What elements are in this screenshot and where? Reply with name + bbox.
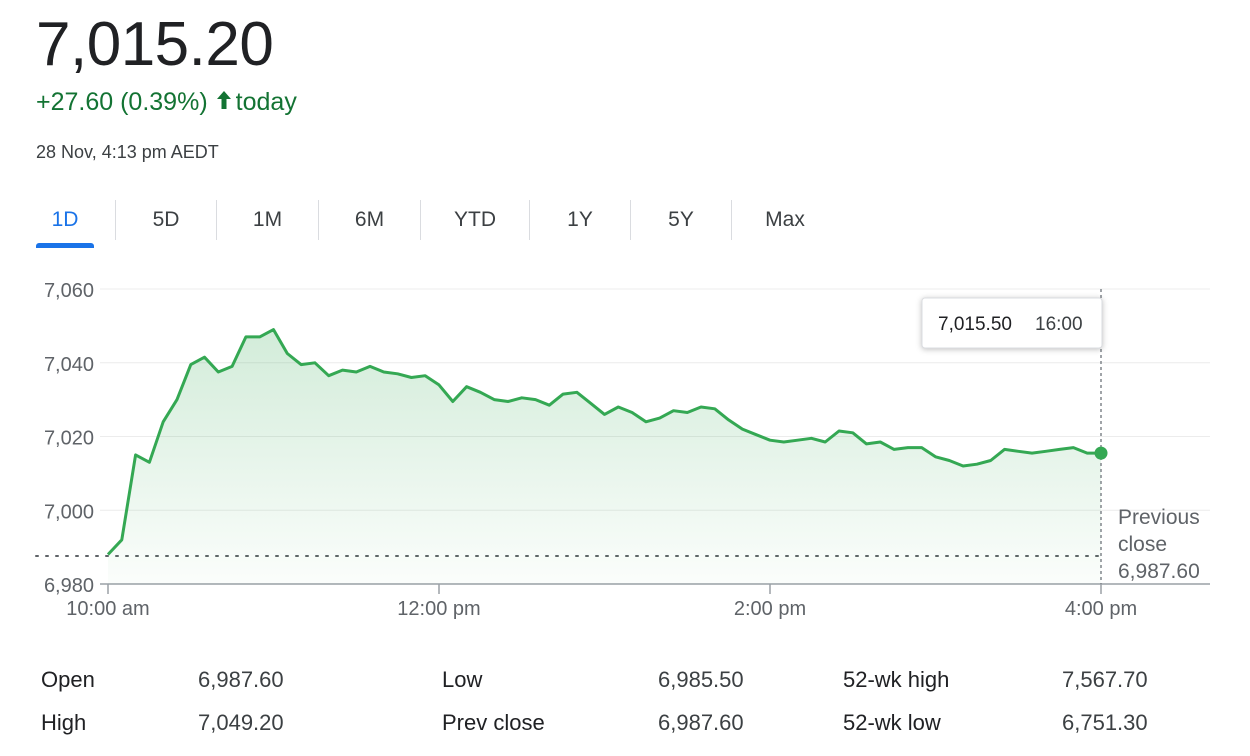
y-tick-label: 7,040 — [44, 354, 94, 376]
key-stats: Open 6,987.60 Low 6,985.50 52-wk high 7,… — [0, 660, 1250, 756]
tab-divider — [630, 200, 631, 240]
stat-low-label: Low — [442, 667, 483, 692]
y-tick-label: 7,020 — [44, 428, 94, 450]
change-period: today — [235, 88, 297, 116]
stat-prev-close-label: Prev close — [442, 710, 545, 735]
tab-6m[interactable]: 6M — [354, 208, 385, 231]
x-tick-label: 4:00 pm — [1065, 598, 1137, 620]
tooltip-value: 7,015.50 — [938, 314, 1012, 335]
tab-1m[interactable]: 1M — [252, 208, 283, 231]
tab-divider — [731, 200, 732, 240]
current-point-marker — [1094, 446, 1108, 460]
range-tabs: 1D 5D 1M 6M YTD 1Y 5Y Max — [36, 198, 838, 248]
tab-5y[interactable]: 5Y — [668, 208, 694, 231]
tab-divider — [318, 200, 319, 240]
arrow-up-icon — [216, 86, 232, 118]
stat-low-value: 6,985.50 — [658, 667, 744, 692]
tab-max[interactable]: Max — [765, 208, 805, 231]
stat-52wk-high-value: 7,567.70 — [1062, 667, 1148, 692]
tooltip-time: 16:00 — [1035, 314, 1083, 335]
change-value: +27.60 (0.39%) — [36, 88, 208, 116]
x-tick-label: 2:00 pm — [734, 598, 806, 620]
stat-prev-close-value: 6,987.60 — [658, 710, 744, 735]
x-tick-label: 10:00 am — [66, 598, 149, 620]
quote-timestamp: 28 Nov, 4:13 pm AEDT — [36, 142, 219, 162]
tab-1d[interactable]: 1D — [36, 198, 94, 248]
stat-52wk-high-label: 52-wk high — [843, 667, 950, 692]
stat-open-label: Open — [41, 667, 95, 692]
price-tooltip — [921, 297, 1103, 349]
stat-52wk-low-value: 6,751.30 — [1062, 710, 1148, 735]
current-price: 7,015.20 — [36, 10, 274, 79]
stat-high-value: 7,049.20 — [198, 710, 284, 735]
tab-divider — [529, 200, 530, 240]
price-change: +27.60 (0.39%) today — [36, 86, 297, 118]
previous-close-label-line2: close — [1118, 533, 1167, 556]
tab-ytd[interactable]: YTD — [454, 208, 496, 231]
price-area — [108, 329, 1101, 584]
y-tick-label: 7,000 — [44, 501, 94, 523]
previous-close-label: Previous close 6,987.60 — [1118, 506, 1200, 583]
y-tick-label: 6,980 — [44, 575, 94, 597]
tab-divider — [216, 200, 217, 240]
previous-close-value: 6,987.60 — [1118, 560, 1200, 583]
price-chart[interactable]: 7,060 7,040 7,020 7,000 6,980 10:00 am 12:00 … — [0, 270, 1250, 630]
stat-52wk-low-label: 52-wk low — [843, 710, 941, 735]
stat-high-label: High — [41, 710, 87, 735]
tab-5d[interactable]: 5D — [152, 208, 180, 231]
tab-divider — [420, 200, 421, 240]
stat-open-value: 6,987.60 — [198, 667, 284, 692]
x-tick-label: 12:00 pm — [397, 598, 480, 620]
price-line — [106, 328, 1101, 556]
y-tick-label: 7,060 — [44, 280, 94, 302]
tab-divider — [115, 200, 116, 240]
tab-1y[interactable]: 1Y — [567, 208, 593, 231]
previous-close-label-line1: Previous — [1118, 506, 1200, 529]
